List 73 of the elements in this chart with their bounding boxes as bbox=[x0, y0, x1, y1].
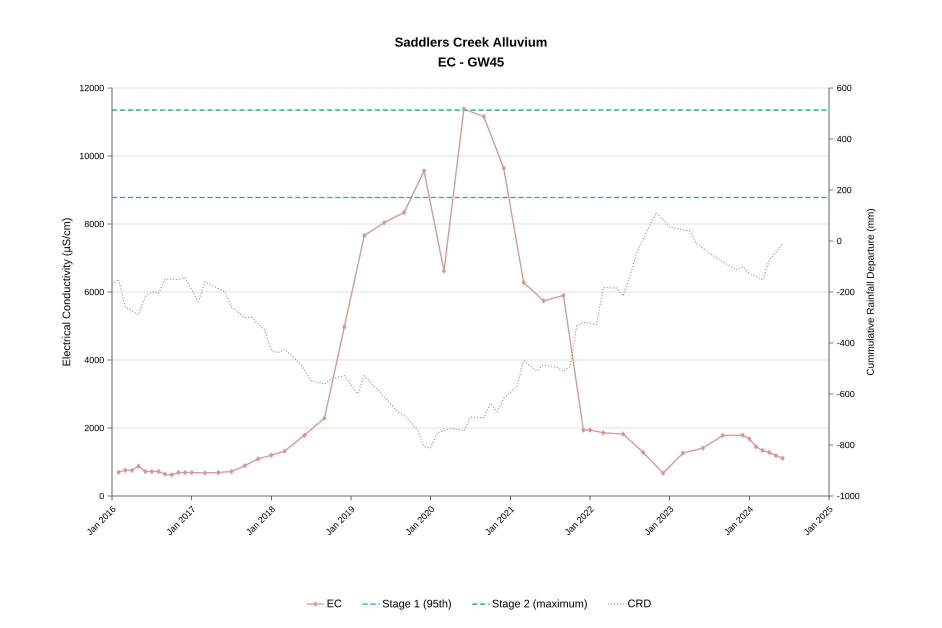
point bbox=[561, 292, 566, 298]
point bbox=[163, 472, 168, 477]
point bbox=[176, 470, 180, 475]
point bbox=[143, 469, 148, 474]
y-tick-label: 6000 bbox=[84, 288, 104, 296]
y-tick-label: 8000 bbox=[84, 220, 104, 228]
point bbox=[170, 472, 174, 478]
point bbox=[542, 298, 546, 304]
point bbox=[156, 469, 160, 474]
y-tick-label: 2000 bbox=[84, 424, 104, 432]
point bbox=[774, 453, 778, 458]
point bbox=[760, 448, 765, 453]
point bbox=[362, 233, 366, 238]
point bbox=[382, 220, 386, 226]
legend-label: Stage 1 (95th) bbox=[382, 599, 451, 610]
point bbox=[230, 469, 234, 474]
point bbox=[601, 430, 606, 436]
point bbox=[216, 470, 220, 475]
y2-tick-label: 200 bbox=[837, 186, 852, 194]
y-tick-label: 10000 bbox=[80, 152, 104, 160]
point bbox=[462, 106, 466, 112]
y2-tick-label: -800 bbox=[837, 442, 854, 448]
point bbox=[190, 470, 194, 475]
line-series bbox=[112, 212, 784, 448]
chart-title: Saddlers Creek Alluvium bbox=[395, 37, 546, 47]
point bbox=[661, 470, 666, 476]
y2-tick-label: -200 bbox=[837, 288, 854, 296]
point bbox=[202, 470, 207, 476]
point bbox=[747, 436, 752, 442]
point bbox=[502, 166, 506, 171]
y2-axis-title: Cummulative Rainfall Departure (mm) bbox=[866, 209, 876, 376]
chart-subtitle: EC - GW45 bbox=[438, 57, 504, 67]
y2-tick-label: 0 bbox=[837, 238, 842, 244]
point bbox=[402, 210, 406, 215]
point bbox=[581, 428, 586, 432]
legend-label: Stage 2 (maximum) bbox=[492, 599, 587, 610]
legend-label: CRD bbox=[628, 600, 651, 608]
point bbox=[282, 448, 287, 454]
y-tick-label: 4000 bbox=[84, 356, 104, 364]
point bbox=[422, 168, 426, 174]
y2-tick-label: 400 bbox=[836, 136, 852, 142]
point bbox=[183, 470, 188, 475]
y2-tick-label: -600 bbox=[837, 390, 854, 398]
point bbox=[522, 280, 526, 285]
point bbox=[123, 468, 128, 473]
point bbox=[302, 432, 307, 438]
point bbox=[641, 450, 646, 455]
point bbox=[720, 433, 725, 438]
y-tick-label: 12000 bbox=[80, 84, 104, 92]
point bbox=[680, 450, 685, 456]
point bbox=[588, 428, 592, 432]
point bbox=[482, 114, 486, 119]
point bbox=[242, 463, 247, 468]
point bbox=[621, 432, 626, 437]
point bbox=[780, 456, 785, 461]
point bbox=[269, 452, 274, 458]
point bbox=[740, 432, 745, 438]
point bbox=[342, 324, 346, 330]
legend-label: EC bbox=[328, 600, 342, 608]
point bbox=[150, 469, 154, 474]
y2-tick-label: -1000 bbox=[837, 492, 860, 500]
point bbox=[256, 456, 260, 462]
y-tick-label: 0 bbox=[100, 492, 104, 500]
point bbox=[136, 464, 141, 469]
point bbox=[754, 444, 758, 450]
point bbox=[130, 468, 134, 473]
y2-tick-label: 600 bbox=[837, 84, 852, 92]
point bbox=[767, 450, 772, 455]
y-axis-title: Electrical Conductivity (µS/cm) bbox=[62, 218, 72, 366]
point bbox=[700, 446, 705, 450]
point bbox=[322, 416, 326, 421]
point bbox=[116, 470, 121, 475]
y2-tick-label: -400 bbox=[837, 340, 854, 346]
